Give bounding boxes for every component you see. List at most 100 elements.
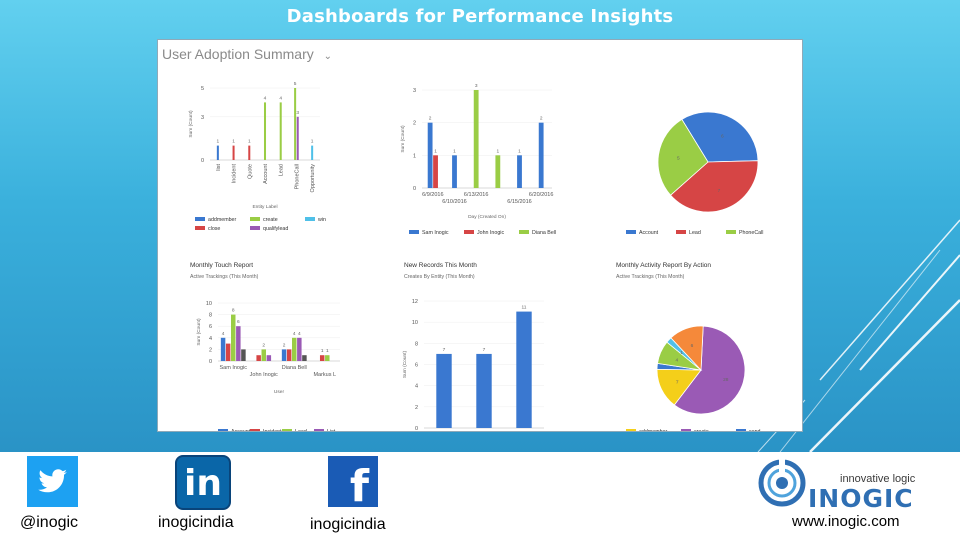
y-tick-label: 10 <box>412 320 418 326</box>
bar <box>517 155 522 188</box>
linkedin-icon: in <box>175 455 231 510</box>
facebook-handle[interactable]: inogicindia <box>310 516 386 533</box>
panel-entity-pie: 6 7 5 Account Lead PhoneCall <box>626 111 763 236</box>
legend-swatch <box>218 429 228 431</box>
y-tick-label: 2 <box>415 405 418 411</box>
x-tick-label: 6/10/2016 <box>442 199 466 205</box>
y-tick-label: 2 <box>413 121 416 127</box>
x-tick-label: John Inogic <box>250 372 278 378</box>
panel-title: Monthly Activity Report By Action <box>616 262 711 269</box>
x-tick-label: Sam Inogic <box>219 365 247 371</box>
panel-subtitle: Active Trackings (This Month) <box>616 274 685 280</box>
legend-swatch <box>519 230 529 234</box>
facebook-icon-text: f <box>349 461 369 507</box>
legend-label: PhoneCall <box>739 230 763 236</box>
twitter-handle[interactable]: @inogic <box>20 514 79 531</box>
legend-swatch <box>626 429 636 431</box>
bar <box>279 102 282 160</box>
legend-label: addmember <box>639 429 667 432</box>
dashboard-title[interactable]: User Adoption Summary ⌄ <box>162 46 332 62</box>
x-tick-label: Opportunity <box>310 164 316 193</box>
bar <box>302 355 307 361</box>
bar <box>433 155 438 188</box>
data-label: 7 <box>483 347 486 353</box>
panel-monthly-touch-report: Monthly Touch Report Active Trackings (Th… <box>190 262 340 432</box>
legend-swatch <box>195 217 205 221</box>
legend-swatch <box>736 429 746 431</box>
y-tick-label: 1 <box>413 153 416 159</box>
data-label: 2 <box>283 342 286 348</box>
legend-label: List <box>327 429 336 432</box>
y-tick-label: 4 <box>209 336 212 342</box>
x-tick-label: 6/15/2016 <box>507 199 531 205</box>
legend-swatch <box>409 230 419 234</box>
dashboard-title-text: User Adoption Summary <box>162 46 314 62</box>
bar <box>292 337 297 361</box>
y-axis-label: Sum (Count) <box>196 318 202 346</box>
slice-label: 6 <box>691 343 694 349</box>
slice-label: 7 <box>718 188 721 194</box>
chevron-down-icon[interactable]: ⌄ <box>323 51 333 62</box>
data-label: 5 <box>294 81 297 87</box>
data-label: 1 <box>326 348 329 354</box>
logo-tagline: innovative logic <box>840 473 916 485</box>
legend-label: close <box>208 226 220 232</box>
slide-title: Dashboards for Performance Insights <box>286 6 674 27</box>
bar <box>248 145 251 160</box>
panel-entity-activity: 0 3 5 Sum (Count) list Incident Quote Account Le… <box>188 81 326 232</box>
data-label: 11 <box>522 305 527 311</box>
y-axis-label: Sum (Count) <box>188 110 194 138</box>
data-label: 1 <box>248 139 251 145</box>
data-label: 1 <box>496 148 499 154</box>
bar <box>241 349 246 361</box>
y-axis-label: Sum (Count) <box>400 125 406 153</box>
y-tick-label: 3 <box>201 115 204 121</box>
legend-swatch <box>282 429 292 431</box>
bar <box>286 349 292 361</box>
panel-title: Monthly Touch Report <box>190 262 253 269</box>
legend-label: John Inogic <box>477 230 504 236</box>
legend-swatch <box>626 230 636 234</box>
website-link[interactable]: www.inogic.com <box>792 513 900 530</box>
bar <box>452 155 457 188</box>
legend-swatch <box>314 429 324 431</box>
data-label: 8 <box>232 308 235 314</box>
legend-swatch <box>250 217 260 221</box>
x-tick-label: Lead <box>279 164 285 176</box>
legend-swatch <box>726 230 736 234</box>
bar <box>311 145 314 160</box>
linkedin-handle[interactable]: inogicindia <box>158 514 234 531</box>
y-tick-label: 0 <box>413 186 416 192</box>
data-label: 3 <box>475 83 478 89</box>
twitter-bird-icon <box>27 456 78 507</box>
slice-label: 4 <box>676 357 679 363</box>
pie-slice <box>670 325 704 371</box>
bar <box>436 353 452 428</box>
x-tick-label: PhoneCall <box>294 164 300 189</box>
legend-label: qualifylead <box>263 226 288 232</box>
data-label: 2 <box>429 116 432 122</box>
data-label: 2 <box>540 116 543 122</box>
data-label: 1 <box>311 139 314 145</box>
bar <box>261 349 266 361</box>
y-tick-label: 0 <box>201 158 204 164</box>
bar <box>294 88 297 160</box>
y-tick-label: 10 <box>206 301 212 307</box>
panel-monthly-activity-pie: Monthly Activity Report By Action Active … <box>616 262 761 432</box>
bar <box>225 343 231 361</box>
x-tick-label: list <box>216 164 222 171</box>
slice-label: 6 <box>721 134 724 140</box>
data-label: 1 <box>453 148 456 154</box>
bar <box>473 90 479 188</box>
bar <box>427 122 433 188</box>
x-tick-label: Diana Bell <box>282 365 307 371</box>
legend-label: Diana Bell <box>532 230 556 236</box>
bar <box>476 353 492 428</box>
x-tick-label: Account <box>263 164 269 184</box>
y-tick-label: 2 <box>209 347 212 353</box>
bar <box>516 311 532 428</box>
legend-label: Lead <box>295 429 307 432</box>
y-tick-label: 3 <box>413 88 416 94</box>
legend-label: Lead <box>689 230 701 236</box>
legend-label: create <box>694 429 709 432</box>
